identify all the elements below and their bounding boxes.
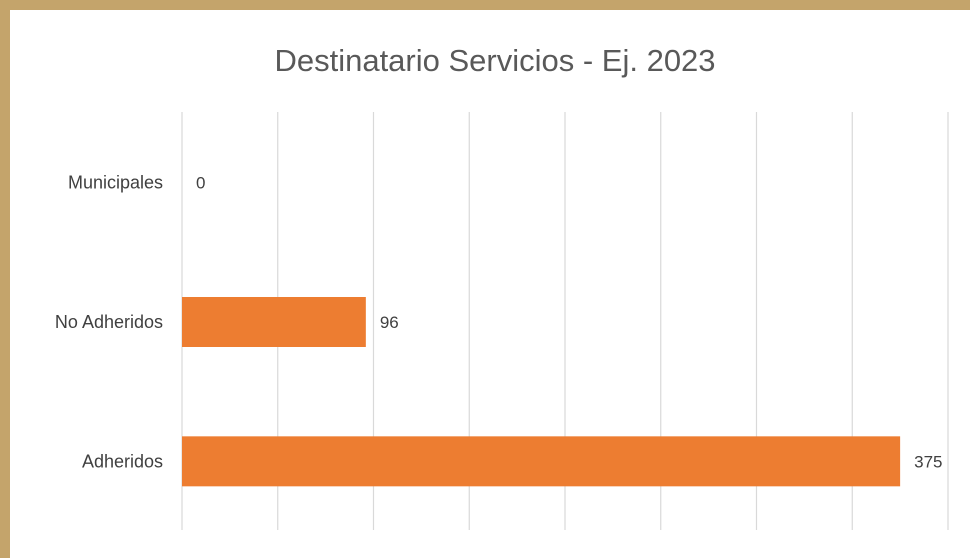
- category-label: Adheridos: [82, 451, 163, 471]
- data-label: 0: [196, 174, 205, 193]
- data-label: 375: [914, 452, 942, 471]
- bars: [182, 297, 901, 487]
- category-label: No Adheridos: [55, 312, 163, 332]
- data-label: 96: [380, 313, 399, 332]
- bar-no-adheridos: [182, 297, 366, 347]
- category-labels: Municipales No Adheridos Adheridos: [55, 173, 163, 472]
- category-label: Municipales: [68, 173, 163, 193]
- data-labels: 0 96 375: [196, 174, 943, 472]
- bar-adheridos: [182, 436, 901, 487]
- chart-title: Destinatario Servicios - Ej. 2023: [274, 43, 715, 78]
